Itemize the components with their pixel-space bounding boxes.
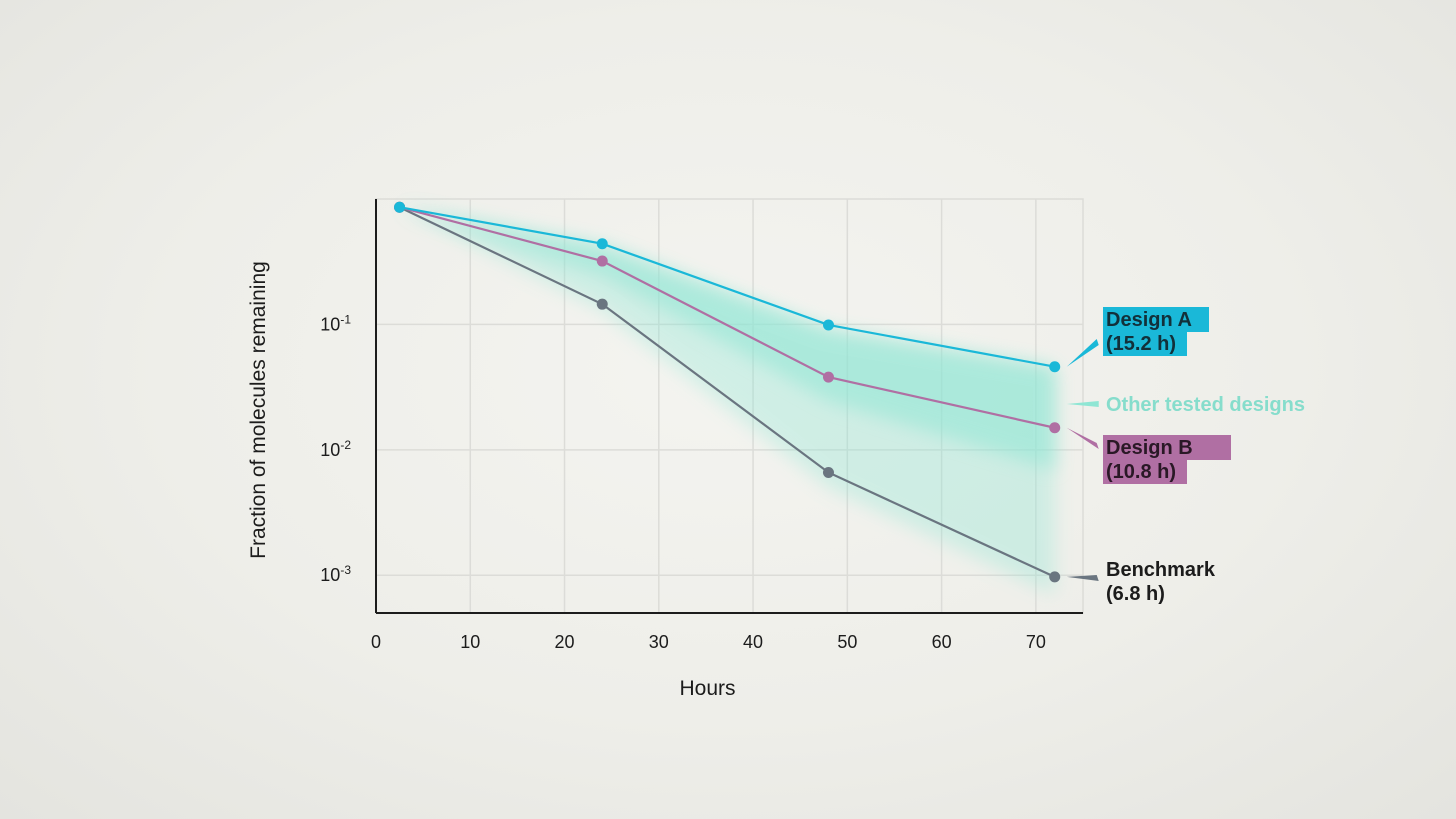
data-point [596, 238, 608, 250]
x-tick-label: 60 [932, 632, 952, 652]
data-point [1049, 361, 1061, 373]
labels: Design A(15.2 h) Design B(10.8 h) Benchmar… [1066, 307, 1305, 605]
half-life-label: (10.8 h) [1106, 461, 1176, 483]
x-tick-label: 10 [460, 632, 480, 652]
series-name-label: Design A [1106, 309, 1192, 331]
x-tick-label: 70 [1026, 632, 1046, 652]
callout-box [1103, 435, 1231, 460]
data-point [1049, 422, 1061, 434]
band-area-soft [399, 207, 1055, 595]
data-point [822, 371, 834, 383]
other-designs-band [399, 207, 1055, 595]
band-area-core [399, 207, 1055, 470]
callout-pointer [1066, 339, 1099, 367]
series [394, 201, 1061, 583]
data-point [394, 201, 406, 213]
band-pointer [1066, 401, 1099, 407]
axes: 0 10 20 30 40 50 60 70 10-1 10-2 10-3 Hours Fraction… [247, 199, 1083, 700]
x-tick-label: 30 [649, 632, 669, 652]
callout-pointer [1066, 427, 1099, 449]
band-label: Other tested designs [1106, 394, 1305, 416]
half-life-label: (6.8 h) [1106, 583, 1165, 605]
data-point [822, 466, 834, 478]
data-point [1049, 571, 1061, 583]
data-point [822, 319, 834, 331]
x-tick-label: 40 [743, 632, 763, 652]
series-line-design-a [399, 206, 1055, 368]
half-life-label: (15.2 h) [1106, 333, 1176, 355]
x-axis-title: Hours [679, 677, 735, 700]
callout-pointer [1066, 575, 1099, 581]
y-tick-label: 10-3 [320, 563, 351, 585]
data-point [596, 298, 608, 310]
series-line-benchmark [399, 206, 1056, 578]
y-axis-title: Fraction of molecules remaining [247, 261, 270, 559]
y-tick-label: 10-2 [320, 438, 351, 460]
callout-box [1103, 460, 1187, 484]
x-tick-label: 50 [837, 632, 857, 652]
x-tick-label: 0 [371, 632, 381, 652]
x-tick-label: 20 [555, 632, 575, 652]
series-line-design-b [399, 206, 1055, 429]
y-tick-label: 10-1 [320, 312, 351, 334]
data-point [596, 255, 608, 267]
series-name-label: Benchmark [1106, 559, 1216, 581]
callout-box [1103, 307, 1209, 332]
series-name-label: Design B [1106, 437, 1193, 459]
callout-box [1103, 332, 1187, 356]
